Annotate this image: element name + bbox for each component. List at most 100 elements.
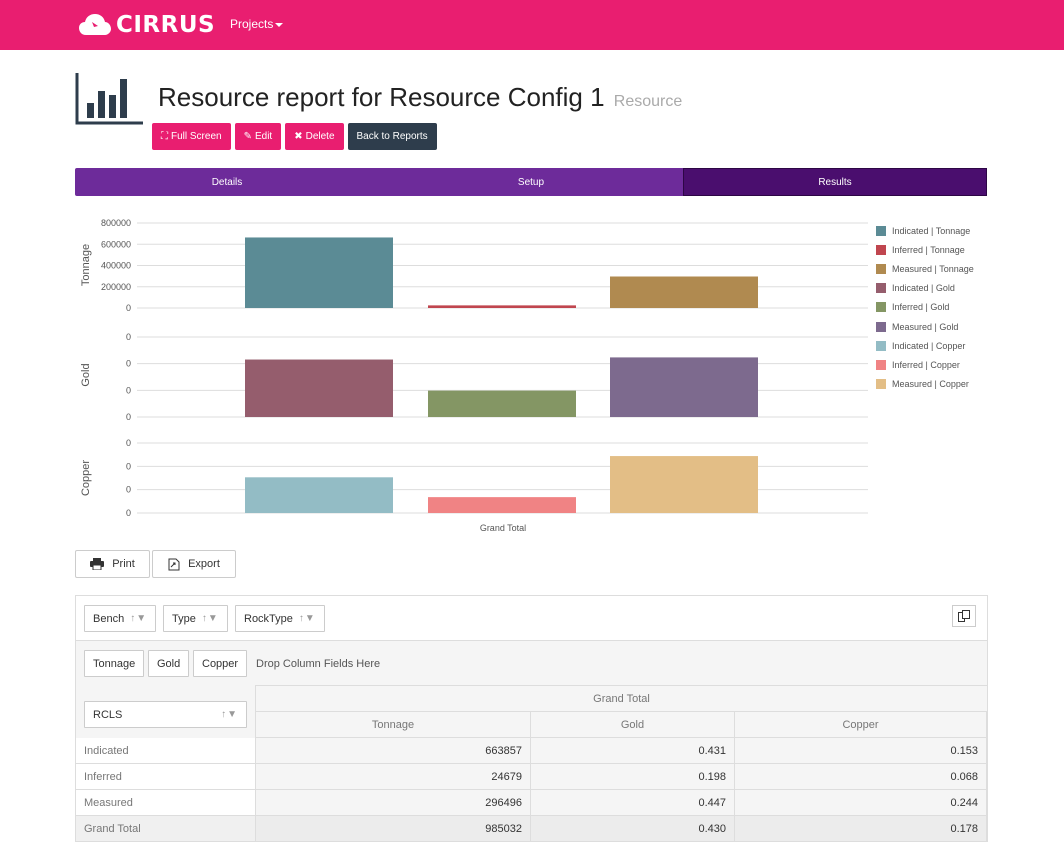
filter-field-area: Bench ↑▼ Type ↑▼ RockType ↑▼	[76, 596, 987, 641]
data-field-gold[interactable]: Gold	[148, 650, 190, 677]
legend-label: Inferred | Gold	[892, 302, 950, 313]
legend-swatch	[876, 263, 886, 274]
page-title-text: Resource report for Resource Config 1	[158, 82, 605, 112]
column-header-gold[interactable]: Gold	[531, 712, 735, 738]
tab-bar: Details Setup Results	[75, 168, 987, 196]
legend-item[interactable]: Inferred | Gold	[876, 298, 974, 317]
caret-down-icon	[275, 22, 284, 27]
y-tick-label: 0	[126, 438, 131, 448]
legend-swatch	[876, 340, 886, 351]
brand-name: CIRRUS	[116, 12, 216, 38]
full-screen-button[interactable]: ⛶ Full Screen	[152, 123, 231, 150]
legend-item[interactable]: Inferred | Tonnage	[876, 240, 974, 259]
delete-label: Delete	[305, 131, 335, 142]
legend-label: Inferred | Tonnage	[892, 244, 965, 255]
row-field-area: RCLS ↑▼	[76, 685, 256, 738]
cell-measured-gold: 0.447	[531, 790, 735, 816]
export-label: Export	[188, 558, 220, 570]
chart-bar	[610, 357, 758, 417]
back-to-reports-button[interactable]: Back to Reports	[347, 123, 437, 150]
chart-bar	[428, 497, 576, 513]
cell-indicated-copper: 0.153	[735, 738, 987, 764]
chart-bar	[245, 237, 393, 308]
projects-dropdown[interactable]: Projects	[230, 17, 284, 31]
filter-field-bench[interactable]: Bench ↑▼	[84, 605, 157, 632]
chart-bar	[245, 477, 393, 513]
edit-label: Edit	[254, 131, 273, 142]
chart-bar	[610, 456, 758, 513]
y-tick-label: 800000	[101, 218, 131, 228]
row-field-rcls[interactable]: RCLS ↑▼	[84, 701, 247, 728]
filter-field-type[interactable]: Type ↑▼	[163, 605, 228, 632]
data-field-tonnage[interactable]: Tonnage	[84, 650, 145, 677]
y-tick-label: 0	[126, 508, 131, 518]
chart-bar	[428, 305, 576, 308]
y-tick-label: 0	[126, 461, 131, 471]
pivot-grid: Bench ↑▼ Type ↑▼ RockType ↑▼ Tonnage Gol…	[75, 595, 988, 842]
chart-bar	[428, 390, 576, 417]
delete-button[interactable]: ✖ Delete	[285, 123, 344, 150]
legend-item[interactable]: Indicated | Tonnage	[876, 221, 974, 240]
legend-label: Indicated | Tonnage	[892, 225, 971, 236]
edit-button[interactable]: ✎ Edit	[234, 123, 282, 150]
y-axis-label: Gold	[80, 363, 92, 386]
data-field-copper[interactable]: Copper	[193, 650, 248, 677]
y-tick-label: 0	[126, 412, 131, 422]
data-field-label: Tonnage	[93, 657, 136, 670]
tab-setup[interactable]: Setup	[517, 176, 545, 188]
sort-filter-icon[interactable]: ↑▼	[201, 613, 219, 624]
filter-field-label: Type	[172, 612, 196, 625]
filter-field-rocktype[interactable]: RockType ↑▼	[235, 605, 325, 632]
legend-item[interactable]: Measured | Copper	[876, 375, 974, 394]
legend-item[interactable]: Indicated | Gold	[876, 279, 974, 298]
cell-indicated-gold: 0.431	[531, 738, 735, 764]
sort-filter-icon[interactable]: ↑▼	[221, 709, 238, 720]
back-to-reports-label: Back to Reports	[356, 131, 428, 142]
chart-svg: 800000 600000 400000 200000 0 Tonnage 0 0 0 0 Gold…	[80, 218, 868, 533]
legend-item[interactable]: Indicated | Copper	[876, 336, 974, 355]
resource-chart: 800000 600000 400000 200000 0 Tonnage 0 0 0 0 Gold…	[75, 210, 987, 540]
grand-total-column-header: Grand Total	[256, 685, 987, 712]
close-icon: ✖	[294, 131, 303, 142]
brand-logo[interactable]: CIRRUS	[78, 11, 215, 39]
tab-results[interactable]: Results	[683, 168, 987, 196]
legend-label: Indicated | Copper	[892, 340, 966, 351]
cell-inferred-copper: 0.068	[735, 764, 987, 790]
x-tick-label: Grand Total	[480, 523, 526, 533]
filter-field-label: RockType	[244, 612, 293, 625]
y-axis-label: Copper	[80, 460, 92, 496]
export-icon	[168, 558, 180, 570]
field-chooser-button[interactable]	[952, 605, 976, 627]
legend-swatch	[876, 225, 886, 236]
data-field-label: Copper	[202, 657, 239, 670]
sort-filter-icon[interactable]: ↑▼	[130, 613, 148, 624]
page-title: Resource report for Resource Config 1 Re…	[158, 82, 682, 113]
y-tick-label: 0	[126, 385, 131, 395]
row-label-inferred: Inferred	[76, 764, 256, 790]
column-header-copper[interactable]: Copper	[735, 712, 987, 738]
print-label: Print	[112, 558, 135, 570]
cell-measured-tonnage: 296496	[256, 790, 531, 816]
row-field-label: RCLS	[93, 708, 123, 721]
field-chooser-icon	[958, 610, 970, 622]
tab-details[interactable]: Details	[211, 176, 243, 188]
cell-grand-total-gold: 0.430	[531, 816, 735, 842]
printer-icon	[90, 558, 105, 570]
y-tick-label: 0	[126, 359, 131, 369]
legend-swatch	[876, 359, 886, 370]
cell-inferred-tonnage: 24679	[256, 764, 531, 790]
column-header-tonnage[interactable]: Tonnage	[256, 712, 531, 738]
data-field-area: Tonnage Gold Copper Drop Column Fields H…	[76, 641, 987, 685]
legend-swatch	[876, 379, 886, 390]
export-button[interactable]: Export	[152, 550, 236, 578]
page-subtitle: Resource	[613, 93, 683, 110]
cloud-icon	[79, 14, 111, 35]
legend-item[interactable]: Inferred | Copper	[876, 355, 974, 374]
chart-legend: Indicated | Tonnage Inferred | Tonnage Mea…	[876, 221, 974, 394]
y-tick-label: 600000	[101, 239, 131, 249]
legend-item[interactable]: Measured | Tonnage	[876, 259, 974, 278]
legend-item[interactable]: Measured | Gold	[876, 317, 974, 336]
y-tick-label: 0	[126, 303, 131, 313]
print-button[interactable]: Print	[75, 550, 150, 578]
sort-filter-icon[interactable]: ↑▼	[298, 613, 316, 624]
